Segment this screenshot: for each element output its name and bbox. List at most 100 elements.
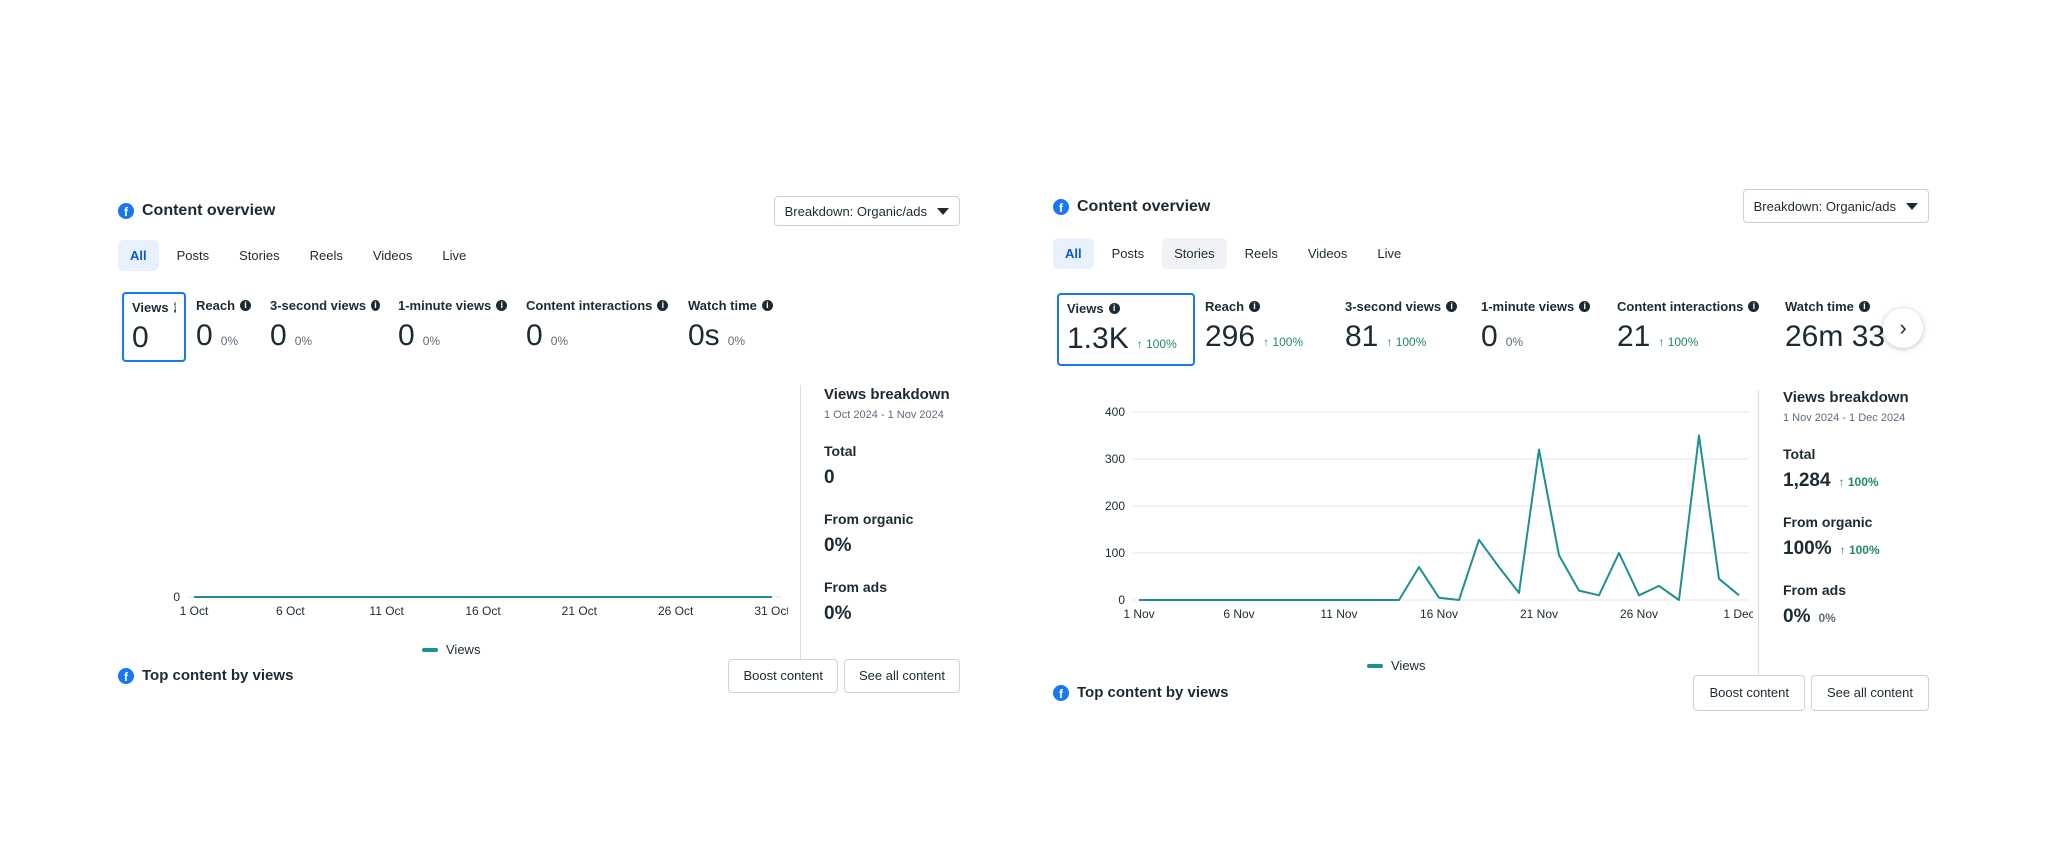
info-icon: i	[1249, 301, 1261, 312]
metric-reach[interactable]: Reach i 296 ↑ 100%	[1195, 293, 1335, 363]
see-all-content-button[interactable]: See all content	[1810, 674, 1929, 711]
x-tick-label: 21 Oct	[562, 604, 598, 618]
x-tick-label: 6 Nov	[1223, 607, 1254, 621]
tab-reels[interactable]: Reels	[1244, 246, 1278, 261]
section-title: Content overview	[142, 202, 276, 219]
breakdown-label: Breakdown: Organic/ads	[1753, 198, 1896, 214]
x-tick-label: 16 Oct	[465, 604, 501, 618]
tab-videos[interactable]: Videos	[1307, 246, 1348, 261]
tab-posts[interactable]: Posts	[176, 248, 210, 263]
metric-value: 0s	[688, 319, 720, 352]
breakdown-heading: Views breakdown	[824, 386, 950, 403]
info-icon: i	[240, 300, 252, 311]
metric-label: Views	[132, 300, 169, 315]
tab-stories[interactable]: Stories	[1162, 238, 1227, 269]
views-series-line	[1139, 434, 1740, 601]
tab-stories[interactable]: Stories	[239, 248, 280, 263]
metric-content-interactions[interactable]: Content interactions i 0 0%	[516, 292, 678, 362]
metric-3-second-views[interactable]: 3-second views i 0 0%	[260, 292, 388, 362]
metric-value: 0	[270, 319, 287, 352]
info-icon: i	[371, 300, 380, 311]
metric-label: Reach	[1205, 299, 1245, 314]
y-tick-label: 300	[1105, 452, 1125, 466]
legend-label: Views	[446, 642, 481, 657]
content-type-tabs: All Posts Stories Reels Videos Live	[1053, 238, 1413, 269]
info-icon: i	[496, 300, 508, 311]
metric-label: Watch time	[1785, 299, 1854, 314]
chart-legend: Views	[1367, 658, 1425, 673]
tab-reels[interactable]: Reels	[309, 248, 343, 263]
views-breakdown: Views breakdown 1 Oct 2024 - 1 Nov 2024 …	[824, 386, 950, 625]
content-overview-panel-left: f Content overview Breakdown: Organic/ad…	[118, 190, 960, 710]
metric-value: 0	[132, 321, 149, 354]
breakdown-heading: Views breakdown	[1783, 389, 1909, 406]
breakdown-dropdown[interactable]: Breakdown: Organic/ads	[1742, 189, 1929, 223]
metric-change: 0%	[550, 334, 569, 348]
breakdown-label: Breakdown: Organic/ads	[784, 203, 927, 219]
chevron-right-icon: ›	[1899, 315, 1907, 340]
top-content-footer: f Top content by views Boost content See…	[118, 658, 960, 693]
y-tick-label: 0	[173, 590, 180, 604]
x-tick-label: 31 Oct	[754, 604, 788, 618]
metric-value: 21	[1617, 320, 1651, 353]
tab-all[interactable]: All	[1053, 238, 1094, 269]
metric-1-minute-views[interactable]: 1-minute views i 0 0%	[388, 292, 516, 362]
boost-content-button[interactable]: Boost content	[1693, 674, 1805, 711]
metric-value: 1.3K	[1067, 322, 1129, 355]
metric-change: 0%	[1505, 335, 1524, 349]
next-metrics-button[interactable]: ›	[1883, 308, 1923, 348]
metric-label: 3-second views	[270, 298, 367, 313]
metric-content-interactions[interactable]: Content interactions i 21 ↑ 100%	[1607, 293, 1775, 363]
metric-3-second-views[interactable]: 3-second views i 81 ↑ 100%	[1335, 293, 1471, 363]
metrics-row: Views i 0 Reach i 0 0% 3-second views i 0 0% …	[122, 292, 788, 362]
see-all-content-button[interactable]: See all content	[843, 658, 960, 693]
y-tick-label: 0	[1118, 593, 1125, 607]
breakdown-date-range: 1 Oct 2024 - 1 Nov 2024	[824, 409, 944, 421]
x-tick-label: 11 Nov	[1320, 607, 1357, 621]
facebook-icon: f	[1053, 199, 1069, 215]
organic-value: 0%	[824, 535, 852, 556]
metric-change: ↑ 100%	[1263, 335, 1304, 349]
tab-live[interactable]: Live	[1377, 246, 1402, 261]
x-tick-label: 1 Nov	[1123, 607, 1154, 621]
section-header: f Content overview	[1053, 198, 1210, 216]
tab-live[interactable]: Live	[442, 248, 467, 263]
x-tick-label: 1 Oct	[180, 604, 209, 618]
tab-all[interactable]: All	[118, 240, 159, 271]
chart-legend: Views	[422, 642, 480, 657]
total-label: Total	[1783, 446, 1816, 462]
info-icon: i	[761, 300, 773, 311]
views-line-chart: 0 100 200 300 400 1 Nov 6 Nov 11 Nov 16 Nov 21 No…	[1105, 405, 1753, 621]
breakdown-dropdown[interactable]: Breakdown: Organic/ads	[773, 196, 960, 226]
info-icon: i	[657, 300, 669, 311]
metric-label: Reach	[196, 298, 236, 313]
organic-label: From organic	[1783, 514, 1873, 530]
metric-views[interactable]: Views i 0	[122, 292, 186, 362]
tab-posts[interactable]: Posts	[1111, 246, 1145, 261]
metric-reach[interactable]: Reach i 0 0%	[186, 292, 260, 362]
total-value: 1,284	[1783, 470, 1831, 491]
metric-watch-time[interactable]: Watch time i 0s 0%	[678, 292, 788, 362]
metric-views[interactable]: Views i 1.3K ↑ 100%	[1057, 293, 1195, 366]
section-header: f Content overview	[118, 202, 275, 220]
top-content-header: f Top content by views	[1053, 684, 1228, 701]
y-tick-label: 200	[1105, 499, 1125, 513]
ads-label: From ads	[824, 579, 888, 595]
metric-label: Content interactions	[1617, 299, 1744, 314]
metric-value: 0	[196, 319, 213, 352]
x-tick-label: 21 Nov	[1520, 607, 1558, 621]
metric-1-minute-views[interactable]: 1-minute views i 0 0%	[1471, 293, 1607, 363]
tab-videos[interactable]: Videos	[372, 248, 413, 263]
divider	[1758, 390, 1759, 680]
info-icon: i	[1108, 303, 1120, 314]
metric-label: Content interactions	[526, 298, 653, 313]
metrics-row: Views i 1.3K ↑ 100% Reach i 296 ↑ 100% 3-sec…	[1057, 293, 1915, 366]
facebook-icon: f	[118, 203, 134, 219]
breakdown-date-range: 1 Nov 2024 - 1 Dec 2024	[1783, 412, 1906, 424]
metric-change: ↑ 100%	[1658, 335, 1699, 349]
total-label: Total	[824, 443, 857, 459]
views-line-chart: 01 Oct 6 Oct 11 Oct 16 Oct 21 Oct 26 Oct 31 Oc…	[173, 590, 788, 618]
x-tick-label: 16 Nov	[1420, 607, 1458, 621]
boost-content-button[interactable]: Boost content	[728, 658, 838, 693]
